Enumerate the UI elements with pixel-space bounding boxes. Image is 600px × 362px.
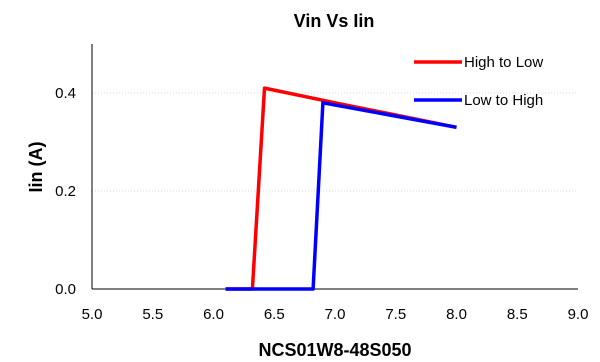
y-tick-label: 0.0 — [55, 281, 76, 298]
y-tick-label: 0.2 — [55, 183, 76, 200]
x-axis-title: NCS01W8-48S050 — [258, 340, 411, 360]
x-tick-label: 7.5 — [385, 306, 406, 323]
legend-label: Low to High — [464, 92, 543, 109]
series-lines — [225, 86, 457, 291]
x-tick-label: 8.5 — [507, 306, 528, 323]
x-tick-label: 5.5 — [142, 306, 163, 323]
y-tick-label: 0.4 — [55, 85, 76, 102]
series-line-high-to-low — [225, 86, 457, 291]
legend-label: High to Low — [464, 54, 543, 71]
x-tick-label: 8.0 — [446, 306, 467, 323]
x-tick-label: 6.5 — [264, 306, 285, 323]
x-tick-label: 5.0 — [82, 306, 103, 323]
x-tick-label: 7.0 — [325, 306, 346, 323]
x-tick-label: 6.0 — [203, 306, 224, 323]
series-line-low-to-high — [225, 101, 457, 291]
x-tick-labels: 5.0 5.5 6.0 6.5 7.0 7.5 8.0 8.5 9.0 — [82, 306, 589, 323]
grid-lines — [92, 92, 578, 192]
chart-title: Vin Vs Iin — [294, 11, 375, 31]
legend: High to Low Low to High — [414, 54, 543, 109]
y-tick-labels: 0.0 0.2 0.4 — [55, 85, 76, 298]
y-axis-title: Iin (A) — [26, 142, 46, 193]
x-tick-label: 9.0 — [568, 306, 589, 323]
